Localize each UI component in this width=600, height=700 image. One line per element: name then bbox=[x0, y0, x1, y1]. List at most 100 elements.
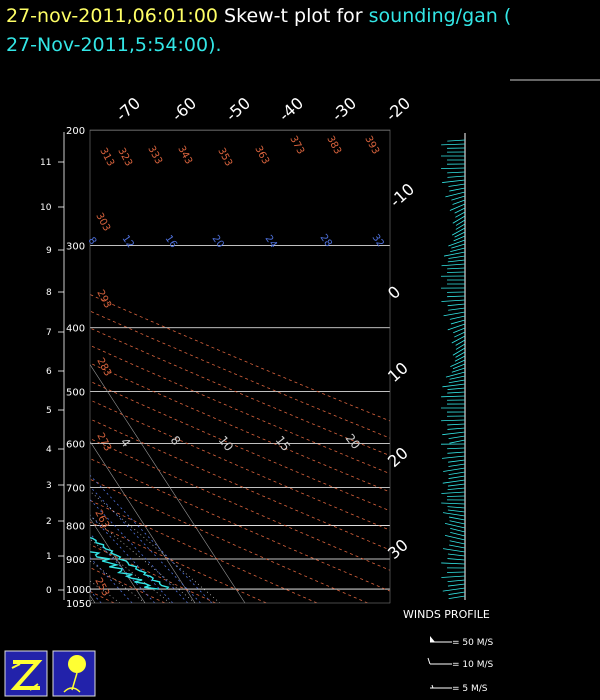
wind-barb bbox=[442, 479, 466, 484]
temperature-tick-top: -50 bbox=[222, 93, 254, 125]
wind-barb bbox=[455, 351, 466, 358]
mixing-ratio-line bbox=[0, 246, 5, 603]
wind-legend-label: = 5 M/S bbox=[452, 684, 488, 694]
wind-barb bbox=[441, 491, 466, 494]
wind-barb bbox=[447, 487, 466, 491]
pressure-tick-label: 600 bbox=[66, 439, 85, 450]
wind-barb bbox=[447, 303, 466, 307]
temperature-profile-line bbox=[90, 536, 170, 590]
wind-barb bbox=[441, 455, 466, 459]
temperature-tick-top: -20 bbox=[382, 93, 414, 125]
wind-barb bbox=[447, 423, 466, 426]
temperature-tick-top: -30 bbox=[328, 93, 360, 125]
wind-barb bbox=[448, 475, 466, 479]
pressure-tick-label: 800 bbox=[66, 521, 85, 532]
wind-barb bbox=[441, 299, 466, 302]
winds-profile-title: WINDS PROFILE bbox=[403, 608, 490, 621]
dry-adiabat-line bbox=[90, 438, 390, 571]
pressure-tick-label: 500 bbox=[66, 387, 85, 398]
dry-adiabat-label: 363 bbox=[252, 144, 271, 166]
wind-barb bbox=[447, 579, 466, 583]
plot-area bbox=[0, 130, 390, 603]
wind-barb bbox=[447, 267, 466, 270]
dry-adiabat-label: 383 bbox=[324, 134, 343, 156]
wind-barb bbox=[451, 335, 466, 344]
mixing-ratio-line bbox=[90, 485, 201, 603]
mixing-ratio-label: 8 bbox=[86, 235, 99, 247]
wind-barb bbox=[447, 447, 466, 450]
dry-adiabat-line bbox=[90, 521, 267, 603]
mixing-ratio-label: 32 bbox=[370, 232, 386, 249]
wind-barb bbox=[449, 315, 466, 320]
wind-barb bbox=[448, 463, 466, 467]
moist-adiabat-line bbox=[90, 515, 196, 603]
wind-barb bbox=[447, 323, 466, 331]
wind-barb bbox=[449, 540, 466, 545]
wind-barb bbox=[441, 575, 466, 578]
dry-adiabat-label: 393 bbox=[362, 134, 381, 156]
temperature-tick-right: 20 bbox=[384, 443, 412, 471]
wind-barb bbox=[448, 471, 466, 476]
dry-adiabat-label: 323 bbox=[115, 146, 134, 168]
wind-barb bbox=[449, 375, 466, 380]
isotherm-line bbox=[0, 130, 45, 603]
wind-barb bbox=[441, 562, 466, 565]
wind-barb bbox=[449, 544, 466, 549]
dry-adiabat-line bbox=[90, 418, 390, 551]
dry-adiabat-label: 313 bbox=[97, 146, 116, 168]
wind-barb bbox=[449, 520, 466, 525]
wind-barb bbox=[447, 506, 466, 509]
plot-frame bbox=[89, 129, 391, 604]
dry-adiabat-line bbox=[0, 130, 13, 603]
temperature-tick-top: -40 bbox=[275, 93, 307, 125]
mixing-ratio-label: 24 bbox=[263, 233, 279, 250]
wind-barb bbox=[447, 259, 466, 263]
wind-barb bbox=[447, 558, 466, 561]
dry-adiabat-label: 283 bbox=[94, 356, 113, 378]
height-km-tick: 10 bbox=[40, 203, 52, 213]
wind-barb bbox=[448, 591, 466, 595]
dry-adiabat-line bbox=[90, 478, 368, 603]
wind-barb bbox=[448, 435, 466, 439]
wind-barb bbox=[451, 243, 466, 249]
z-logo-icon bbox=[4, 650, 48, 697]
pressure-tick-label: 300 bbox=[66, 242, 85, 253]
dry-adiabat-line bbox=[90, 458, 390, 592]
moist-adiabat-line bbox=[90, 560, 146, 603]
wind-barb bbox=[449, 439, 466, 444]
wind-barb bbox=[453, 235, 466, 242]
mixing-ratio-line bbox=[90, 590, 102, 603]
pressure-tick-label: 900 bbox=[66, 555, 85, 566]
title-text: Skew-t plot for bbox=[218, 5, 369, 27]
wind-barb bbox=[447, 175, 466, 178]
wind-barb bbox=[452, 347, 466, 356]
isotherm-line bbox=[90, 440, 196, 603]
wind-barb bbox=[447, 139, 466, 142]
mixing-ratio-label: 12 bbox=[120, 233, 136, 250]
title-source: sounding/gan ( bbox=[368, 5, 512, 27]
dewpoint-profile-line bbox=[90, 548, 159, 590]
wind-legend-feather bbox=[427, 657, 431, 665]
wind-barb bbox=[450, 247, 466, 252]
wind-barb bbox=[452, 215, 466, 224]
pressure-tick-label: 700 bbox=[66, 483, 85, 494]
wind-barb bbox=[448, 307, 466, 311]
temperature-tick-top: -70 bbox=[112, 93, 144, 125]
wind-barb bbox=[450, 532, 466, 537]
height-km-tick: 0 bbox=[46, 586, 52, 596]
wind-barb bbox=[455, 219, 466, 226]
pressure-tick-label: 400 bbox=[66, 324, 85, 335]
wind-barb bbox=[448, 379, 466, 384]
wind-barb bbox=[447, 171, 466, 174]
height-km-tick: 3 bbox=[46, 481, 52, 491]
wind-barb bbox=[454, 355, 466, 362]
dry-adiabat-label: 353 bbox=[215, 146, 234, 168]
temperature-tick-right: 0 bbox=[384, 282, 404, 303]
wind-barb bbox=[448, 183, 466, 187]
wind-barb bbox=[447, 483, 466, 487]
mixing-ratio-label: 20 bbox=[210, 233, 226, 250]
wind-barb bbox=[443, 467, 466, 472]
dry-adiabat-label: 303 bbox=[93, 211, 112, 233]
height-km-tick: 1 bbox=[46, 552, 52, 562]
